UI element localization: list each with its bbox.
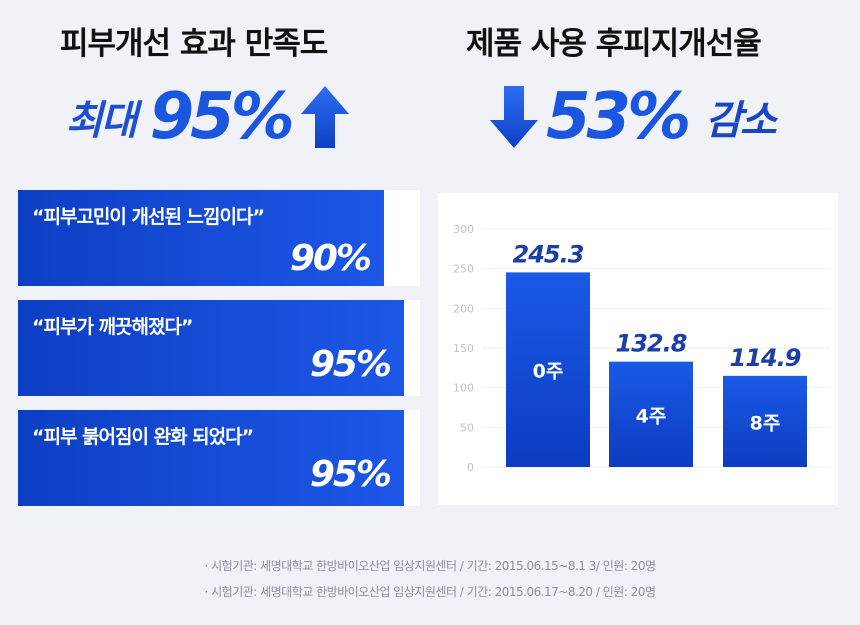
x-category-label: 0주 [533, 361, 564, 383]
footnote: · 시험기관: 세명대학교 한방바이오산업 임상지원센터 / 기간: 2015.… [204, 559, 656, 573]
quote-card: “피부고민이 개선된 느낌이다” 90% [18, 190, 420, 286]
quote-percent: 95% [309, 344, 392, 385]
arrow-up-icon [299, 84, 351, 150]
chart-panel: 0 50 100 150 200 250 300 245.3 0주 132.8 4주 114.9 8주 [438, 193, 838, 505]
quote-fill-bar [18, 300, 404, 396]
bar [723, 375, 807, 467]
quote-text: “피부 붉어짐이 완화 되었다” [32, 426, 254, 448]
y-tick-label: 250 [453, 263, 474, 276]
x-category-label: 4주 [636, 405, 667, 427]
bar [609, 361, 693, 467]
quote-text: “피부고민이 개선된 느낌이다” [32, 206, 265, 228]
y-tick-label: 0 [467, 461, 474, 474]
big-prefix: 최대 [66, 98, 138, 144]
arrow-down-icon [488, 84, 540, 150]
quote-fill-bar [18, 410, 404, 506]
y-tick-label: 200 [453, 302, 474, 315]
data-label: 245.3 [513, 240, 584, 268]
y-tick-label: 50 [460, 421, 474, 434]
right-big-stat: 53% 감소 [488, 80, 777, 154]
data-label: 114.9 [730, 344, 801, 372]
quote-card: “피부 붉어짐이 완화 되었다” 95% [18, 410, 420, 506]
y-tick-label: 150 [453, 342, 474, 355]
left-headline: 피부개선 효과 만족도 [60, 26, 328, 62]
bar [506, 272, 590, 467]
x-category-label: 8주 [750, 412, 781, 434]
right-headline: 제품 사용 후피지개선율 [466, 26, 762, 62]
quote-percent: 90% [289, 238, 372, 279]
quote-percent: 95% [309, 454, 392, 495]
quote-text: “피부가 깨끗해졌다” [32, 316, 193, 338]
footnote: · 시험기관: 세명대학교 한방바이오산업 임상지원센터 / 기간: 2015.… [204, 585, 656, 599]
bar-chart: 0 50 100 150 200 250 300 245.3 0주 132.8 4주 114.9 8주 [453, 223, 830, 474]
data-label: 132.8 [616, 330, 687, 358]
big-value-left: 95% [149, 80, 295, 154]
y-tick-label: 300 [453, 223, 474, 236]
y-tick-label: 100 [453, 382, 474, 395]
quote-card: “피부가 깨끗해졌다” 95% [18, 300, 420, 396]
left-big-stat: 최대 95% [66, 80, 351, 154]
quote-fill-bar [18, 190, 384, 286]
big-suffix: 감소 [705, 98, 777, 144]
big-value-right: 53% [546, 80, 691, 154]
